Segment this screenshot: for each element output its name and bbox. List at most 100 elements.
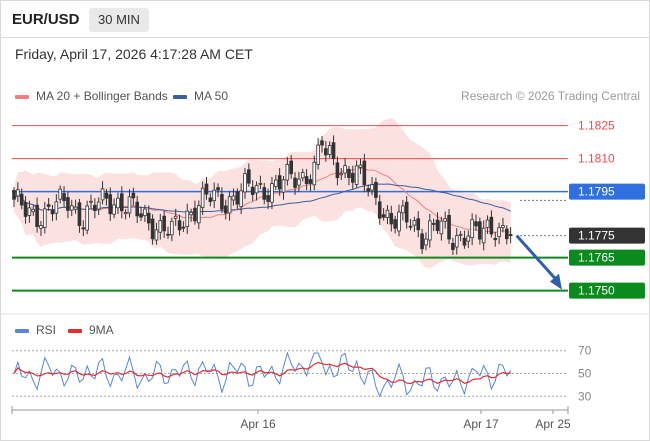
rsi-tick-label-1: 50 [578,367,592,381]
candle-body [354,165,359,185]
candle-body [223,205,228,214]
candle-body [12,190,16,200]
candle-body [270,183,274,203]
level-tag-4 [569,249,645,266]
ma20-swatch [15,94,29,99]
candle-body [420,233,424,250]
timeframe-badge[interactable]: 30 MIN [89,8,149,32]
rsi-ma-line [13,361,511,385]
candle-body [143,208,147,217]
candle-body [381,214,386,218]
ma50-line [13,183,511,213]
candle-body [416,218,421,231]
candle-body [285,164,290,181]
candle-body [227,196,232,214]
candle-body [127,196,132,214]
candle-body [19,193,24,206]
candle-body [69,205,74,211]
candle-body [81,227,86,230]
candle-body [104,192,109,199]
candle-body [150,218,155,240]
candle-body [408,225,413,228]
candle-body [370,184,374,191]
candle-body [312,161,317,186]
candle-body [58,188,62,200]
candle-body [93,204,97,211]
candle-body [54,201,59,214]
x-tick-label-0: Apr 16 [240,417,276,431]
ma50-swatch [173,94,187,99]
legend-9ma: 9MA [68,323,114,337]
candle-body [258,182,263,185]
candle-body [73,206,78,210]
candles-group [12,135,513,255]
candle-body [431,223,436,225]
candle-body [393,219,397,229]
candle-body [66,197,70,211]
candle-body [220,194,224,210]
legend-ma20-label: MA 20 + Bollinger Bands [36,89,168,103]
candle-body [216,187,220,191]
candle-body [158,220,163,233]
candle-body [343,165,347,174]
level-label-3: 1.1775 [578,229,615,243]
level-label-5: 1.1750 [578,284,615,298]
x-tick-label-2: Apr 25 [535,417,571,431]
candle-body [485,219,490,228]
candle-body [504,228,509,240]
candle-body [454,235,459,248]
candle-body [347,168,351,178]
candle-body [401,205,405,214]
candle-body [89,200,93,203]
candle-body [427,220,432,241]
candle-body [324,148,328,156]
candle-body [200,187,205,208]
candle-body [212,189,217,201]
candle-body [208,197,213,202]
forecast-arrow [515,234,559,282]
candle-body [189,212,193,216]
candle-body [350,172,355,183]
candle-body [474,221,478,227]
candle-body [439,220,444,235]
candle-body [339,173,344,176]
candle-body [493,238,498,241]
candle-body [404,201,409,223]
candle-body [100,188,105,201]
candle-body [273,179,278,187]
rsi-swatch [15,328,29,333]
candle-body [497,227,501,238]
candle-body [162,215,166,232]
candle-body [266,195,270,202]
candle-body [281,179,286,193]
candle-body [293,177,297,188]
candle-body [308,179,313,184]
level-label-0: 1.1825 [578,119,615,133]
candle-body [366,188,370,192]
level-tag-3 [569,227,645,244]
level-label-1: 1.1810 [578,152,615,166]
candle-body [43,208,47,228]
credit: Research © 2026 Trading Central [461,89,640,103]
candle-body [131,192,136,199]
candle-body [374,181,378,198]
candle-body [250,186,255,195]
candle-body [204,183,209,195]
candle-body [31,208,36,213]
candle-body [16,189,20,197]
candle-body [262,187,267,200]
header-bar: EUR/USD 30 MIN [0,0,650,38]
candle-body [331,142,336,159]
candle-body [231,195,236,201]
candle-body [320,140,324,146]
level-label-2: 1.1795 [578,185,615,199]
candle-body [185,210,190,227]
candle-body [385,209,390,218]
candle-body [166,233,170,236]
candle-body [300,172,305,179]
candle-body [247,169,251,184]
candle-body [139,213,143,218]
candle-body [289,160,293,175]
candle-body [196,205,201,224]
candle-body [116,197,120,209]
